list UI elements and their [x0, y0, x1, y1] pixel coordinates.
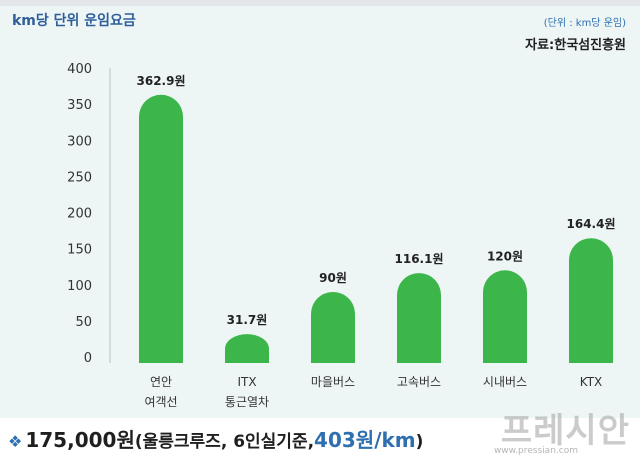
x-tick-label: ITX — [237, 375, 256, 389]
x-tick-label: 고속버스 — [397, 375, 441, 389]
watermark-url: www.pressian.com — [493, 446, 578, 456]
y-tick-label: 400 — [67, 62, 92, 77]
source-note: 자료:한국섬진흥원 — [525, 38, 626, 53]
x-tick-label: 연안 — [150, 375, 172, 389]
data-label: 116.1원 — [395, 252, 444, 266]
data-label: 164.4원 — [567, 217, 616, 231]
x-tick-label: KTX — [580, 375, 603, 389]
y-tick-label: 0 — [84, 351, 92, 366]
y-tick-label: 300 — [67, 134, 92, 149]
y-tick-label: 200 — [67, 207, 92, 222]
data-label: 362.9원 — [137, 74, 186, 88]
cruise-fare: 175,000원 — [25, 428, 135, 452]
bar — [139, 94, 183, 364]
y-tick-label: 50 — [75, 315, 92, 330]
closing-paren: ) — [415, 432, 424, 452]
x-tick-label: 마을버스 — [311, 375, 355, 389]
bar — [483, 270, 527, 363]
chart-title: km당 단위 운임요금 — [12, 13, 136, 29]
bar — [569, 238, 613, 363]
data-label: 31.7원 — [227, 313, 268, 327]
bar — [225, 334, 269, 363]
watermark-logo: 프레시안 — [500, 411, 630, 451]
diamond-icon: ❖ — [8, 432, 23, 451]
y-tick-label: 100 — [67, 279, 92, 294]
x-tick-label: 통근열차 — [225, 395, 269, 409]
y-tick-label: 350 — [67, 98, 92, 113]
bar — [397, 273, 441, 363]
top-strip — [0, 0, 640, 6]
y-tick-label: 250 — [67, 170, 92, 185]
bar — [311, 291, 355, 363]
cruise-condition: (울릉크루즈, 6인실기준, — [134, 432, 315, 452]
y-tick-label: 150 — [67, 243, 92, 258]
data-label: 120원 — [487, 249, 523, 263]
footer-line: ❖ 175,000원 (울릉크루즈, 6인실기준, 403원/km ) — [8, 424, 423, 453]
data-label: 90원 — [319, 271, 347, 285]
cruise-rate: 403원/km — [314, 428, 416, 452]
x-tick-label: 시내버스 — [483, 375, 527, 389]
footer: ❖ 175,000원 (울릉크루즈, 6인실기준, 403원/km ) — [0, 418, 640, 460]
x-tick-label: 여객선 — [144, 395, 177, 409]
unit-note: (단위 : km당 운임) — [543, 18, 626, 29]
